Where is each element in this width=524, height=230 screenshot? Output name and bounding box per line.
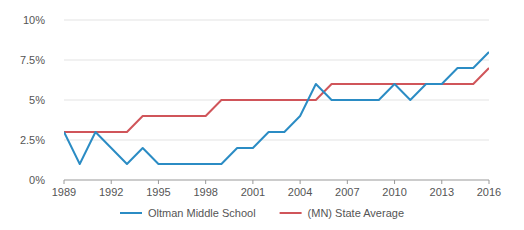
series-line <box>64 52 489 164</box>
x-tick <box>252 180 253 184</box>
x-tick-label: 2001 <box>241 186 265 198</box>
x-tick <box>205 180 206 184</box>
x-tick-label: 2007 <box>335 186 359 198</box>
legend-label: (MN) State Average <box>308 207 404 219</box>
grid-line <box>64 60 489 61</box>
x-tick <box>489 180 490 184</box>
x-tick-label: 1998 <box>193 186 217 198</box>
x-tick-label: 2004 <box>288 186 312 198</box>
legend: Oltman Middle School (MN) State Average <box>120 207 404 219</box>
x-tick <box>64 180 65 184</box>
x-tick-label: 1992 <box>99 186 123 198</box>
y-tick-label: 5% <box>29 94 45 106</box>
chart: 0% 2.5% 5% 7.5% 10% 1989 1992 1995 1998 2001 2004 2… <box>0 0 524 230</box>
x-tick-label: 2010 <box>382 186 406 198</box>
x-tick-label: 1995 <box>146 186 170 198</box>
legend-swatch <box>280 212 302 214</box>
y-tick-label: 2.5% <box>20 134 45 146</box>
x-tick <box>111 180 112 184</box>
grid-line <box>64 180 489 181</box>
x-tick <box>158 180 159 184</box>
x-tick <box>441 180 442 184</box>
series-line <box>64 68 489 132</box>
legend-item: (MN) State Average <box>280 207 404 219</box>
y-tick-label: 10% <box>23 14 45 26</box>
y-tick-label: 0% <box>29 174 45 186</box>
x-tick <box>300 180 301 184</box>
x-tick-label: 2013 <box>430 186 454 198</box>
legend-swatch <box>120 212 142 214</box>
x-tick-label: 2016 <box>477 186 501 198</box>
x-tick <box>347 180 348 184</box>
grid-line <box>64 20 489 21</box>
plot-area <box>64 52 489 164</box>
legend-label: Oltman Middle School <box>148 207 256 219</box>
legend-item: Oltman Middle School <box>120 207 256 219</box>
x-tick-label: 1989 <box>52 186 76 198</box>
x-tick <box>394 180 395 184</box>
y-tick-label: 7.5% <box>20 54 45 66</box>
grid-line <box>64 140 489 141</box>
